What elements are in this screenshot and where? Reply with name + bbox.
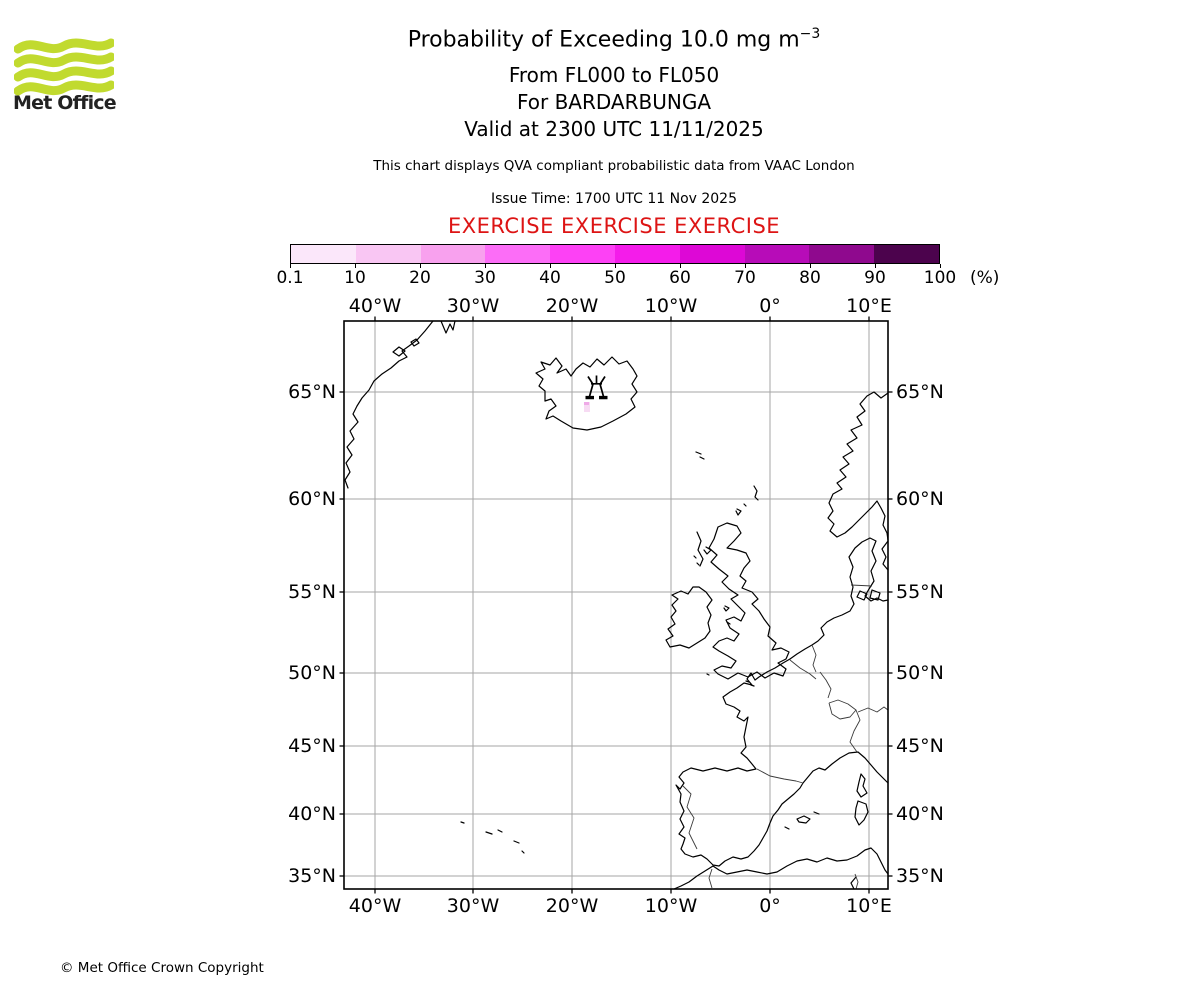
lat-label-left: 50°N	[288, 662, 336, 684]
colorbar-tick-label: 90	[864, 268, 886, 288]
colorbar-segment-8	[744, 245, 810, 263]
graticule-grid	[344, 321, 888, 889]
lon-label-top: 10°E	[846, 295, 892, 317]
colorbar-tick-label: 60	[669, 268, 691, 288]
colorbar-tick-label: 0.1	[276, 268, 304, 288]
probability-colorbar	[290, 244, 940, 264]
volcano-marker-icon	[585, 375, 608, 400]
chart-title: Probability of Exceeding 10.0 mg m−3	[264, 26, 964, 52]
lat-label-left: 55°N	[288, 581, 336, 603]
ash-probability-patch	[584, 402, 590, 412]
lon-label-bottom: 40°W	[348, 895, 402, 917]
colorbar-tick-mark	[875, 264, 876, 268]
colorbar-tick-mark	[810, 264, 811, 268]
colorbar-segment-4	[485, 245, 551, 263]
lon-label-bottom: 20°W	[545, 895, 599, 917]
colorbar-tick-mark	[420, 264, 421, 268]
colorbar-segment-2	[355, 245, 421, 263]
chart-title-exponent: −3	[799, 26, 821, 42]
subtitle-valid-time: Valid at 2300 UTC 11/11/2025	[464, 117, 764, 141]
coastline-north-africa	[673, 847, 889, 890]
lat-label-left: 40°N	[288, 803, 336, 825]
copyright-notice: © Met Office Crown Copyright	[60, 960, 264, 976]
issue-time: Issue Time: 1700 UTC 11 Nov 2025	[490, 191, 738, 207]
colorbar-segment-1	[291, 245, 356, 263]
logo-waves-icon	[14, 38, 114, 96]
colorbar-segment-10	[874, 245, 939, 263]
colorbar-tick-mark	[485, 264, 486, 268]
lon-label-top: 20°W	[545, 295, 599, 317]
colorbar-segment-3	[420, 245, 486, 263]
colorbar-segment-6	[614, 245, 680, 263]
coastline-iceland	[535, 356, 638, 431]
exercise-banner: EXERCISE EXERCISE EXERCISE	[447, 214, 781, 238]
lat-label-right: 40°N	[896, 803, 944, 825]
colorbar-tick-label: 40	[539, 268, 561, 288]
subtitle-flight-levels: From FL000 to FL050	[508, 63, 720, 87]
coastline-azores	[460, 821, 525, 854]
coastline-med-islands	[784, 773, 869, 830]
colorbar-tick-mark	[290, 264, 291, 268]
map-frame	[343, 320, 889, 890]
colorbar-unit-label: (%)	[970, 268, 1000, 288]
coastline-continent-north	[789, 537, 889, 660]
lat-label-left: 65°N	[288, 381, 336, 403]
met-office-logo-text: Met Office	[13, 92, 117, 114]
colorbar-tick-label: 100	[923, 268, 957, 288]
lat-label-right: 65°N	[896, 381, 944, 403]
coastline-north-isles	[693, 451, 759, 687]
colorbar-segment-9	[809, 245, 875, 263]
lat-label-right: 50°N	[896, 662, 944, 684]
lon-label-top: 0°	[759, 295, 781, 317]
lon-label-top: 30°W	[446, 295, 500, 317]
colorbar-tick-label: 30	[474, 268, 496, 288]
lat-label-left: 45°N	[288, 735, 336, 757]
lon-label-top: 40°W	[348, 295, 402, 317]
colorbar-segment-7	[679, 245, 745, 263]
lat-label-right: 60°N	[896, 488, 944, 510]
lat-label-right: 45°N	[896, 735, 944, 757]
lon-label-bottom: 0°	[759, 895, 781, 917]
country-borders	[682, 584, 889, 890]
colorbar-tick-mark	[940, 264, 941, 268]
coastline-france-iberia	[675, 658, 889, 867]
colorbar-tick-label: 80	[799, 268, 821, 288]
coastline-greenland	[344, 320, 456, 489]
lon-label-top: 10°W	[644, 295, 698, 317]
lat-label-right: 55°N	[896, 581, 944, 603]
qva-note: This chart displays QVA compliant probab…	[373, 158, 855, 174]
colorbar-segment-5	[550, 245, 615, 263]
coastline-ireland	[665, 586, 713, 649]
lat-label-right: 35°N	[896, 865, 944, 887]
axis-ticks	[339, 316, 893, 894]
subtitle-volcano: For BARDARBUNGA	[516, 90, 712, 114]
colorbar-tick-label: 70	[734, 268, 756, 288]
lon-label-bottom: 30°W	[446, 895, 500, 917]
colorbar-tick-mark	[680, 264, 681, 268]
lat-label-left: 60°N	[288, 488, 336, 510]
chart-title-text: Probability of Exceeding 10.0 mg m	[407, 27, 800, 53]
colorbar-tick-label: 20	[409, 268, 431, 288]
lon-label-bottom: 10°E	[846, 895, 892, 917]
lat-label-left: 35°N	[288, 865, 336, 887]
coastlines	[344, 320, 889, 890]
colorbar-tick-mark	[745, 264, 746, 268]
colorbar-tick-mark	[355, 264, 356, 268]
lon-label-bottom: 10°W	[644, 895, 698, 917]
coastline-scandinavia	[827, 391, 889, 601]
met-office-logo	[14, 38, 114, 96]
coastline-great-britain	[708, 522, 790, 680]
colorbar-tick-mark	[550, 264, 551, 268]
colorbar-tick-mark	[615, 264, 616, 268]
colorbar-tick-label: 50	[604, 268, 626, 288]
colorbar-tick-label: 10	[344, 268, 366, 288]
